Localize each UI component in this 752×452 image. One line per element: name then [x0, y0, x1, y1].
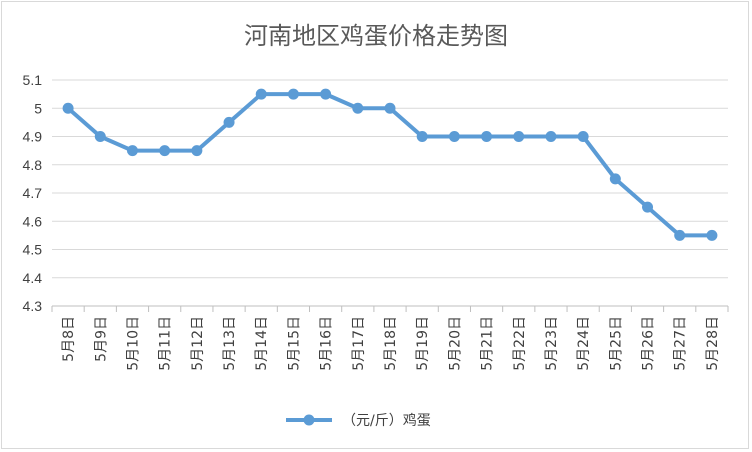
- data-point: [674, 229, 686, 241]
- x-tick-label: 5月27日: [673, 316, 689, 371]
- data-point: [255, 88, 267, 100]
- y-tick-label: 4.8: [23, 157, 43, 173]
- x-tick-label: 5月10日: [125, 316, 141, 371]
- data-point: [384, 102, 396, 114]
- data-point: [320, 88, 332, 100]
- x-axis-ticks: 5月8日 5月9日 5月10日 5月11日 5月12日 5月13日 5月14日 5月15日 5月…: [51, 306, 729, 371]
- y-tick-label: 5.1: [23, 72, 43, 88]
- x-tick-label: 5月14日: [254, 316, 270, 371]
- data-point: [609, 173, 621, 185]
- data-point: [706, 229, 718, 241]
- data-point: [287, 88, 299, 100]
- x-tick-label: 5月26日: [641, 316, 657, 371]
- y-tick-label: 4.9: [23, 129, 43, 145]
- x-tick-label: 5月8日: [61, 316, 77, 362]
- series-layer: [62, 88, 718, 241]
- x-tick-label: 5月17日: [351, 316, 367, 371]
- data-point: [416, 131, 428, 142]
- y-tick-label: 4.4: [23, 270, 43, 286]
- x-tick-label: 5月24日: [576, 316, 592, 371]
- data-point: [94, 131, 106, 142]
- x-tick-label: 5月28日: [705, 316, 721, 371]
- x-tick-label: 5月15日: [286, 316, 302, 371]
- x-tick-label: 5月12日: [190, 316, 206, 371]
- y-tick-label: 4.7: [23, 185, 43, 201]
- y-tick-label: 5: [34, 100, 42, 116]
- legend: （元/斤）鸡蛋: [286, 412, 431, 429]
- x-tick-label: 5月21日: [480, 316, 496, 371]
- data-point: [126, 145, 138, 157]
- data-point: [191, 145, 203, 157]
- x-tick-label: 5月13日: [222, 316, 238, 371]
- x-tick-label: 5月11日: [158, 316, 174, 371]
- data-point: [352, 102, 364, 114]
- x-tick-label: 5月25日: [608, 316, 624, 371]
- x-tick-label: 5月22日: [512, 316, 528, 371]
- legend-point-marker: [303, 414, 315, 426]
- data-point: [642, 201, 654, 213]
- data-point: [223, 116, 235, 128]
- x-tick-label: 5月16日: [319, 316, 335, 371]
- y-tick-label: 4.5: [23, 242, 43, 258]
- data-point: [448, 131, 460, 142]
- y-tick-label: 4.6: [23, 213, 43, 229]
- x-tick-label: 5月9日: [93, 316, 109, 362]
- legend-label: （元/斤）鸡蛋: [342, 412, 431, 429]
- x-tick-label: 5月19日: [415, 316, 431, 371]
- data-point: [481, 131, 493, 142]
- data-point: [577, 131, 589, 142]
- y-tick-label: 4.3: [23, 298, 43, 314]
- chart-title: 河南地区鸡蛋价格走势图: [244, 22, 508, 50]
- y-axis-ticks: 4.3 4.4 4.5 4.6 4.7 4.8 4.9 5 5.1: [23, 72, 43, 314]
- data-point: [159, 145, 171, 157]
- data-point: [513, 131, 525, 142]
- x-tick-label: 5月20日: [447, 316, 463, 371]
- x-tick-label: 5月18日: [383, 316, 399, 371]
- data-point: [62, 102, 74, 114]
- x-tick-label: 5月23日: [544, 316, 560, 371]
- data-point: [545, 131, 557, 142]
- gridlines: [52, 79, 728, 307]
